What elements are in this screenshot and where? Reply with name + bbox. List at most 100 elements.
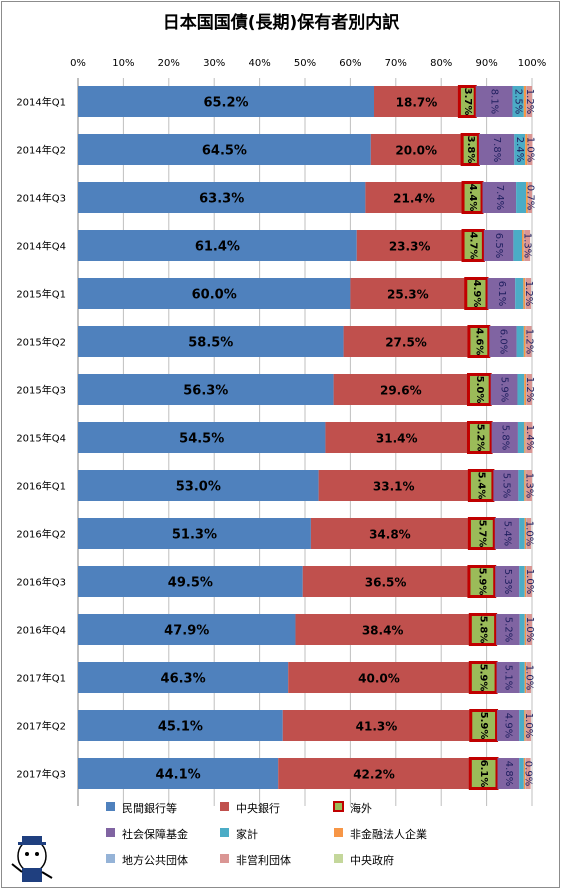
data-label: 0.9%	[523, 761, 534, 786]
bar-segment	[78, 326, 344, 357]
bar-segment	[489, 326, 517, 357]
data-label: 34.8%	[369, 528, 411, 542]
bar-row: 44.1% 42.2% 6.1% 4.8% 0.9%	[78, 757, 534, 790]
bar-segment	[494, 518, 520, 549]
data-label: 41.3%	[356, 720, 398, 734]
bar-segment	[526, 566, 532, 597]
bar-segment	[528, 182, 532, 213]
chart-title: 日本国国債(長期)保有者別内訳	[163, 12, 401, 33]
bar-segment	[524, 470, 526, 501]
bar-segment	[526, 326, 532, 357]
bar-row: 53.0% 33.1% 5.4% 5.5% 1.3%	[78, 469, 535, 502]
bar-segment	[458, 86, 476, 117]
bar-segment	[462, 230, 484, 261]
bar-row: 64.5% 20.0% 3.8% 7.8% 2.4% 1.0%	[78, 133, 536, 166]
bar-segment	[333, 374, 468, 405]
bar-segment	[468, 518, 495, 549]
data-label: 21.4%	[393, 192, 435, 206]
data-label: 36.5%	[365, 576, 407, 590]
data-label: 6.5%	[493, 233, 504, 258]
data-label: 65.2%	[203, 96, 248, 111]
bar-segment	[524, 614, 527, 645]
data-label: 47.9%	[164, 624, 209, 639]
y-tick-label: 2014年Q2	[16, 144, 66, 157]
x-tick-label: 20%	[158, 58, 180, 69]
bar-segment	[282, 710, 471, 741]
data-label: 6.1%	[496, 281, 507, 306]
data-label: 44.1%	[156, 768, 201, 783]
data-label: 5.7%	[476, 520, 487, 548]
data-label: 5.4%	[476, 472, 487, 500]
bar-row: 45.1% 41.3% 5.9% 4.9% 1.0%	[78, 709, 534, 742]
data-label: 63.3%	[199, 192, 244, 207]
data-label: 20.0%	[395, 144, 437, 158]
legend-item: 非営利団体	[220, 853, 291, 867]
mascot-illustration	[11, 836, 53, 882]
bar-segment	[78, 758, 279, 789]
bar-segment	[78, 182, 366, 213]
data-label: 5.9%	[478, 712, 489, 740]
x-tick-label: 10%	[112, 58, 134, 69]
bar-segment	[517, 422, 525, 453]
bar-segment	[490, 374, 518, 405]
data-label: 1.2%	[523, 329, 534, 354]
bar-segment	[78, 662, 289, 693]
highlight-box	[464, 277, 489, 310]
bar-segment	[478, 134, 515, 165]
bar-segment	[78, 470, 319, 501]
data-label: 8.1%	[489, 89, 500, 114]
legend-item: 家計	[220, 827, 258, 841]
legend-swatch	[334, 854, 343, 863]
data-label: 1.3%	[524, 473, 535, 498]
bar-segment	[526, 710, 532, 741]
bar-segment	[519, 566, 525, 597]
data-label: 42.2%	[353, 768, 395, 782]
data-label: 0.7%	[525, 185, 536, 210]
bar-segment	[526, 422, 533, 453]
y-tick-label: 2015年Q3	[16, 384, 66, 397]
highlight-box	[461, 229, 485, 262]
data-label: 23.3%	[389, 240, 431, 254]
data-label: 1.0%	[524, 617, 535, 642]
y-tick-label: 2015年Q4	[16, 432, 66, 445]
data-label: 58.5%	[188, 336, 233, 351]
bar-segment	[295, 614, 470, 645]
data-label: 1.0%	[523, 713, 534, 738]
bar-row: 46.3% 40.0% 5.9% 5.1% 1.0%	[78, 661, 534, 694]
bar-segment	[524, 662, 527, 693]
bar-row: 61.4% 23.3% 4.7% 6.5% 1.3%	[78, 229, 533, 262]
data-label: 1.2%	[524, 377, 535, 402]
bar-segment	[523, 278, 526, 309]
legend-item: 社会保障基金	[106, 827, 188, 841]
data-label: 60.0%	[192, 288, 237, 303]
highlight-box	[468, 613, 498, 646]
bar-segment	[524, 374, 527, 405]
data-label: 5.1%	[503, 665, 514, 690]
bar-segment	[524, 422, 526, 453]
bar-segment	[475, 86, 513, 117]
bar-segment	[526, 614, 532, 645]
bar-row: 63.3% 21.4% 4.4% 7.4% 0.7%	[78, 181, 536, 214]
legend-label: 地方公共団体	[122, 853, 188, 867]
data-label: 1.0%	[525, 137, 536, 162]
data-label: 45.1%	[158, 720, 203, 735]
bar-segment	[482, 182, 517, 213]
data-label: 33.1%	[373, 480, 415, 494]
data-label: 5.2%	[474, 424, 485, 452]
data-label: 53.0%	[176, 480, 221, 495]
bar-segment	[524, 518, 527, 549]
bar-segment	[343, 326, 469, 357]
y-tick-label: 2016年Q2	[16, 528, 66, 541]
y-tick-label: 2015年Q1	[16, 288, 66, 301]
bar-row: 51.3% 34.8% 5.7% 5.4% 1.0%	[78, 517, 534, 550]
bar-segment	[513, 230, 523, 261]
y-tick-label: 2017年Q2	[16, 720, 66, 733]
data-label: 3.7%	[462, 88, 473, 116]
bar-segment	[525, 758, 531, 789]
y-tick-label: 2017年Q3	[16, 768, 66, 781]
bar-segment	[518, 470, 525, 501]
y-tick-label: 2014年Q3	[16, 192, 66, 205]
data-label: 5.9%	[499, 377, 510, 402]
data-label: 27.5%	[385, 336, 427, 350]
